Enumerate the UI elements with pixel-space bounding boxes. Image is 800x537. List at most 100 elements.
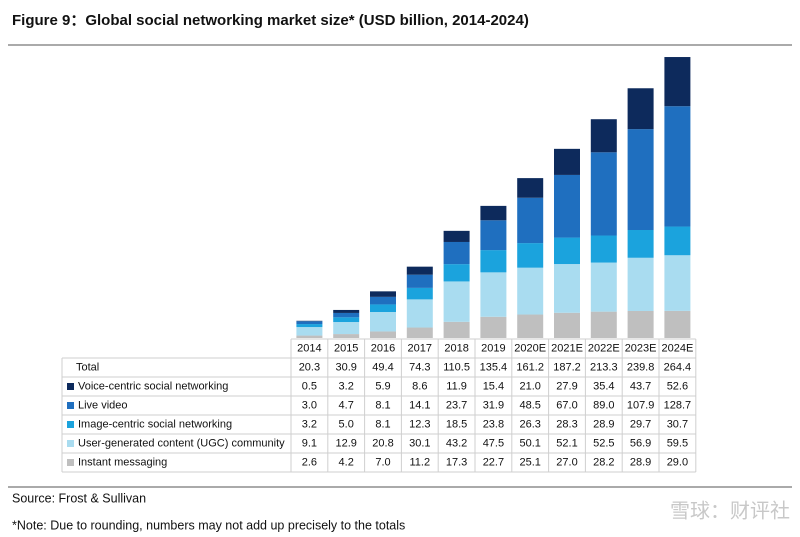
value-label: 35.4 <box>593 380 614 392</box>
x-tick-label: 2017 <box>408 342 432 354</box>
legend-label: Instant messaging <box>78 456 167 468</box>
bar-segment <box>590 235 617 263</box>
x-tick-label: 2024E <box>661 342 693 354</box>
value-label: 59.5 <box>667 437 688 449</box>
value-label: 0.5 <box>302 380 317 392</box>
bar-segment <box>406 327 433 338</box>
bar-segment <box>480 316 507 338</box>
bar-segment <box>554 312 580 338</box>
bar-segment <box>333 334 360 338</box>
total-label: 110.5 <box>443 361 470 373</box>
value-label: 29.0 <box>667 456 688 468</box>
legend-swatch <box>67 383 74 390</box>
value-label: 30.1 <box>409 437 430 449</box>
chart-title: Figure 9：Global social networking market… <box>12 12 529 29</box>
value-label: 26.3 <box>519 418 540 430</box>
watermark: 雪球：财评社 <box>670 499 790 522</box>
bar-segment <box>664 255 691 311</box>
bar-segment <box>296 321 323 325</box>
total-label: 213.3 <box>590 361 618 373</box>
bar-segment <box>333 322 360 335</box>
total-label: 264.4 <box>664 361 692 373</box>
x-tick-label: 2022E <box>588 342 620 354</box>
bar-segment <box>664 310 691 338</box>
legend-label: Voice-centric social networking <box>78 380 228 392</box>
value-label: 21.0 <box>519 380 540 392</box>
total-label: 49.4 <box>372 361 393 373</box>
value-label: 50.1 <box>519 437 540 449</box>
value-label: 5.0 <box>339 418 354 430</box>
legend-label: Live video <box>78 399 128 411</box>
legend-swatch <box>67 402 74 409</box>
total-label: 161.2 <box>516 361 544 373</box>
value-label: 52.6 <box>667 380 688 392</box>
value-label: 5.9 <box>375 380 390 392</box>
bar-segment <box>664 106 691 227</box>
bar-segment <box>333 317 360 323</box>
value-label: 14.1 <box>409 399 430 411</box>
value-label: 18.5 <box>446 418 467 430</box>
value-label: 3.0 <box>302 399 317 411</box>
bar-segment <box>370 291 396 297</box>
legend-label: User-generated content (UGC) community <box>78 437 285 449</box>
value-label: 23.8 <box>483 418 504 430</box>
bar-segment <box>590 152 617 236</box>
note: *Note: Due to rounding, numbers may not … <box>12 518 405 532</box>
value-label: 8.6 <box>412 380 427 392</box>
bar-segment <box>480 220 507 251</box>
bar-segment <box>296 324 323 328</box>
total-label: 135.4 <box>480 361 508 373</box>
total-label: 74.3 <box>409 361 430 373</box>
value-label: 30.7 <box>667 418 688 430</box>
bar-segment <box>406 287 433 300</box>
value-label: 8.1 <box>375 399 390 411</box>
bar-segment <box>664 226 691 256</box>
bar-segment <box>480 205 507 221</box>
value-label: 17.3 <box>446 456 467 468</box>
legend-label: Image-centric social networking <box>78 418 232 430</box>
bar-segment <box>664 57 691 107</box>
x-tick-label: 2019 <box>481 342 505 354</box>
value-label: 28.9 <box>630 456 651 468</box>
value-label: 43.7 <box>630 380 651 392</box>
value-label: 47.5 <box>483 437 504 449</box>
value-label: 8.1 <box>375 418 390 430</box>
bar-segment <box>517 178 544 198</box>
value-label: 28.3 <box>556 418 577 430</box>
value-label: 15.4 <box>483 380 504 392</box>
bar-segment <box>443 281 470 322</box>
x-tick-label: 2015 <box>334 342 358 354</box>
value-label: 3.2 <box>339 380 354 392</box>
total-label: 20.3 <box>299 361 320 373</box>
value-label: 89.0 <box>593 399 614 411</box>
bar-segment <box>627 230 654 258</box>
value-label: 3.2 <box>302 418 317 430</box>
value-label: 25.1 <box>519 456 540 468</box>
value-label: 67.0 <box>556 399 577 411</box>
x-tick-label: 2018 <box>444 342 468 354</box>
value-label: 11.2 <box>410 456 431 468</box>
x-tick-label: 2014 <box>297 342 321 354</box>
value-label: 27.0 <box>556 456 577 468</box>
row-header: Total <box>76 361 99 373</box>
value-label: 28.9 <box>593 418 614 430</box>
value-label: 27.9 <box>556 380 577 392</box>
value-label: 43.2 <box>446 437 467 449</box>
value-label: 31.9 <box>483 399 504 411</box>
value-label: 56.9 <box>630 437 651 449</box>
value-label: 2.6 <box>302 456 317 468</box>
bar-segment <box>517 314 544 338</box>
bar-segment <box>443 230 470 242</box>
bar-segment <box>406 266 433 275</box>
bar-segment <box>627 257 654 311</box>
legend-swatch <box>67 459 74 466</box>
bar-segment <box>590 311 617 338</box>
bar-segment <box>627 88 654 130</box>
value-label: 7.0 <box>375 456 390 468</box>
value-label: 107.9 <box>627 399 655 411</box>
value-label: 128.7 <box>664 399 692 411</box>
bar-segment <box>554 264 580 313</box>
bar-segment <box>590 262 617 312</box>
bar-segment <box>554 174 580 238</box>
bar-segment <box>517 243 544 268</box>
